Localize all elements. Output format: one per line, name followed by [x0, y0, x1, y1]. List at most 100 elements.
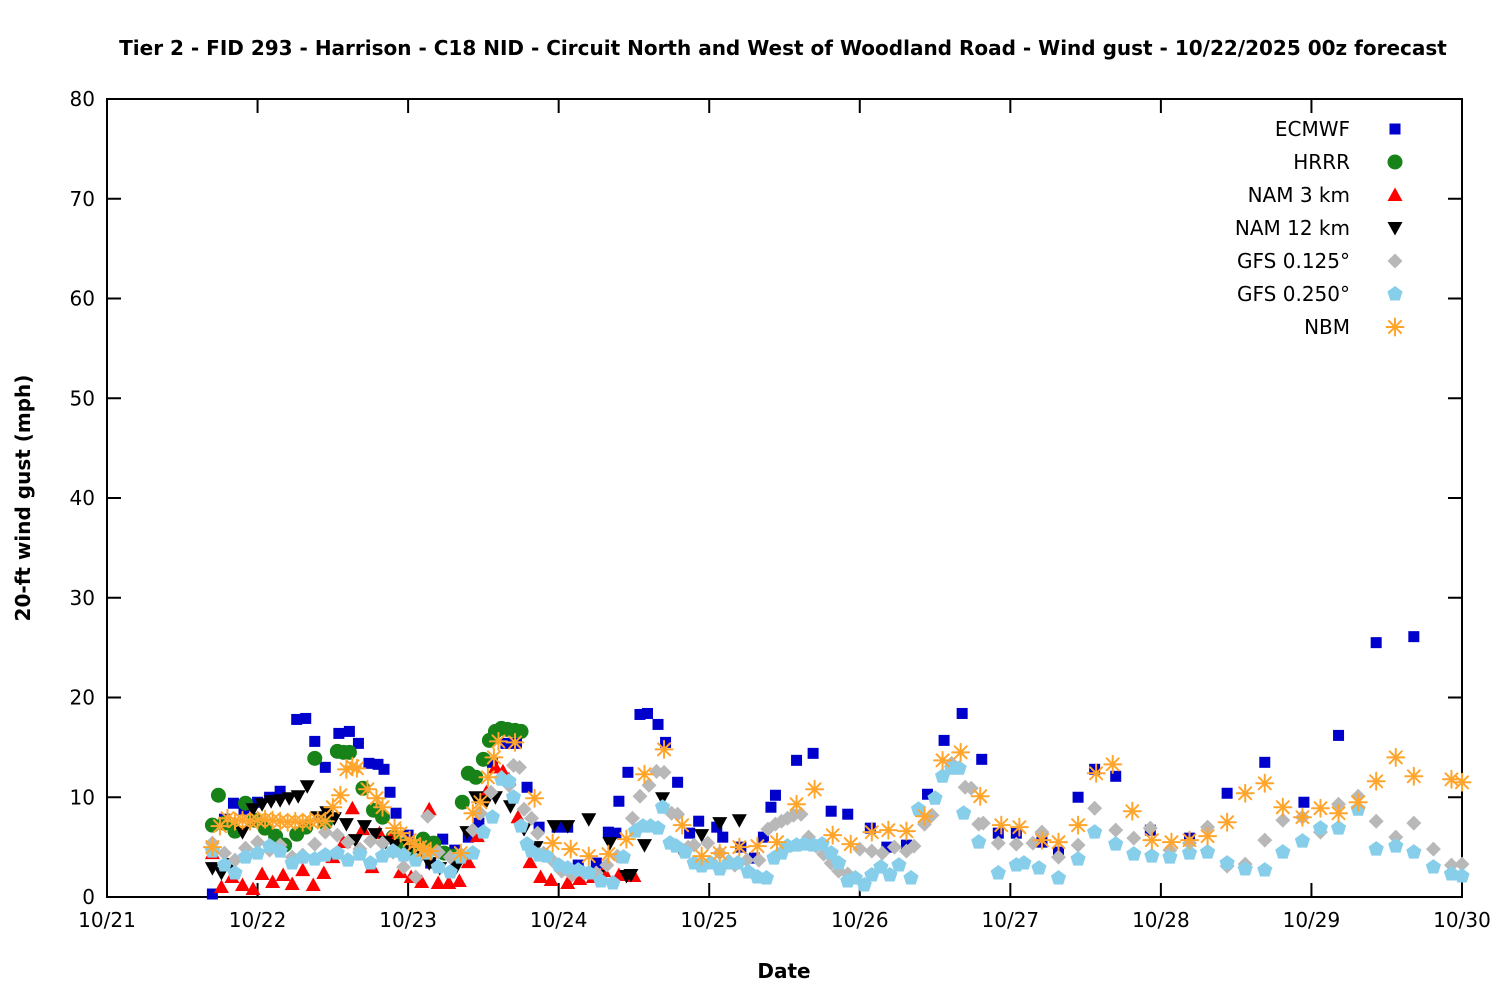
- data-point: [1219, 855, 1235, 870]
- y-tick-label: 50: [70, 386, 95, 410]
- data-point: [881, 841, 893, 853]
- data-point: [522, 854, 538, 869]
- series-nbm: [202, 731, 1472, 866]
- data-point: [539, 848, 555, 863]
- data-point: [610, 827, 622, 839]
- data-point: [347, 834, 363, 848]
- series-ecmwf: [206, 631, 1420, 900]
- data-point: [290, 790, 306, 804]
- legend-item-gfs-0-250-: GFS 0.250°: [1237, 282, 1403, 306]
- data-point: [1259, 756, 1271, 768]
- data-point: [272, 843, 288, 858]
- data-point: [524, 810, 540, 826]
- data-point: [473, 817, 485, 829]
- legend-label: HRRR: [1293, 150, 1350, 174]
- data-point: [390, 807, 402, 819]
- data-point: [1009, 817, 1029, 837]
- data-point: [1408, 631, 1420, 643]
- data-point: [684, 827, 696, 839]
- x-axis-title: Date: [757, 959, 810, 983]
- data-point: [590, 857, 602, 869]
- data-point: [235, 877, 250, 892]
- data-point: [254, 866, 270, 881]
- data-point: [274, 785, 286, 797]
- data-point: [543, 872, 559, 887]
- data-point: [1016, 855, 1032, 870]
- data-point: [420, 808, 436, 824]
- x-tick-label: 10/22: [229, 908, 287, 932]
- data-point: [1333, 729, 1345, 741]
- data-point: [903, 870, 919, 885]
- data-point: [217, 808, 237, 828]
- data-point: [338, 818, 354, 832]
- data-point: [1162, 849, 1178, 864]
- data-point: [254, 798, 270, 812]
- data-point: [581, 865, 597, 880]
- data-point: [975, 815, 991, 831]
- data-point: [694, 829, 710, 843]
- data-point: [693, 815, 705, 827]
- data-point: [362, 855, 379, 870]
- data-point: [656, 764, 672, 780]
- y-axis-tick-labels: 0 10 20 30 40 50 60 70 80: [70, 87, 95, 909]
- data-point: [330, 785, 350, 805]
- data-point: [1068, 815, 1088, 835]
- y-axis-title: 20-ft wind gust (mph): [11, 375, 35, 622]
- data-point: [1049, 832, 1069, 852]
- data-point: [970, 786, 990, 806]
- data-point: [414, 874, 430, 889]
- data-point: [712, 817, 728, 831]
- data-point: [319, 761, 331, 773]
- data-point: [442, 864, 458, 879]
- data-point: [831, 855, 847, 870]
- data-point: [1370, 637, 1382, 649]
- data-point: [1010, 827, 1022, 839]
- data-point: [1161, 832, 1181, 852]
- data-point: [307, 836, 323, 852]
- data-point: [1454, 868, 1470, 883]
- data-point: [1275, 812, 1291, 828]
- data-point: [602, 826, 614, 838]
- data-point: [711, 821, 723, 833]
- y-tick-label: 0: [82, 885, 95, 909]
- data-point: [641, 707, 653, 719]
- data-series-layer: [202, 631, 1472, 900]
- data-point: [340, 852, 356, 867]
- data-point: [990, 835, 1006, 851]
- data-point: [1368, 841, 1384, 856]
- data-point: [1103, 754, 1123, 774]
- data-point: [362, 833, 378, 849]
- data-point: [462, 831, 474, 843]
- data-point: [516, 801, 532, 817]
- data-point: [1330, 820, 1347, 835]
- data-point: [216, 845, 232, 861]
- y-tick-label: 40: [70, 486, 95, 510]
- data-point: [291, 713, 303, 725]
- data-point: [1388, 838, 1404, 853]
- data-point: [525, 788, 545, 808]
- data-point: [1072, 791, 1084, 803]
- data-point: [402, 829, 414, 841]
- data-point: [862, 822, 882, 842]
- data-point: [623, 869, 639, 883]
- legend-label: ECMWF: [1275, 117, 1350, 141]
- data-point: [505, 732, 525, 752]
- data-point: [769, 789, 781, 801]
- data-point: [933, 750, 953, 770]
- data-point: [463, 803, 483, 823]
- data-point: [579, 846, 599, 866]
- data-point: [731, 814, 747, 828]
- data-point: [572, 871, 588, 886]
- data-point: [216, 857, 233, 872]
- data-point: [951, 742, 971, 762]
- data-point: [454, 794, 470, 810]
- data-point: [245, 803, 261, 817]
- y-tick-label: 70: [70, 187, 95, 211]
- x-tick-label: 10/26: [831, 908, 889, 932]
- data-point: [323, 797, 343, 817]
- data-point: [227, 797, 239, 809]
- data-point: [1368, 813, 1384, 829]
- data-point: [213, 879, 229, 894]
